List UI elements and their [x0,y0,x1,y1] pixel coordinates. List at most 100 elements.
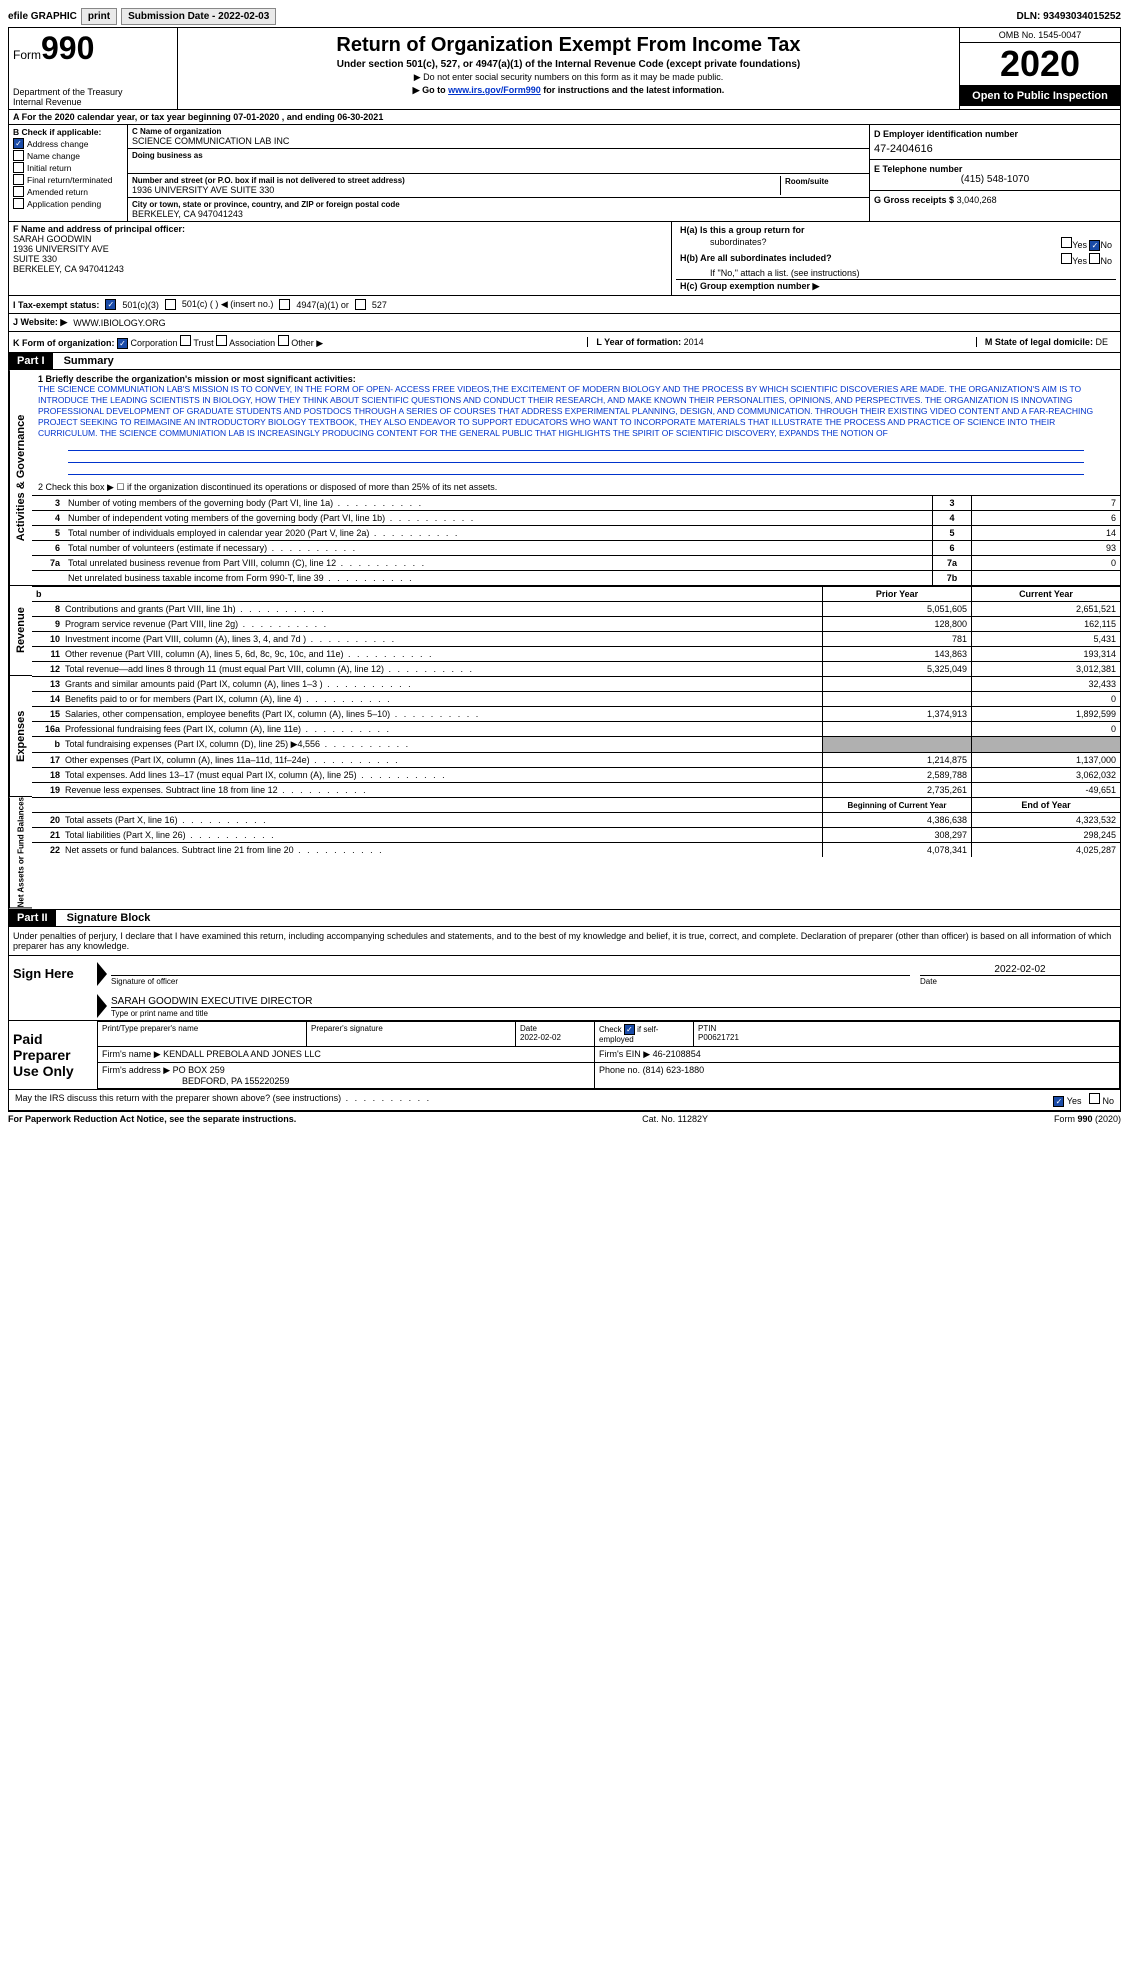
submission-date: Submission Date - 2022-02-03 [121,8,276,25]
officer-box: F Name and address of principal officer:… [9,222,671,295]
part2-header: Part II Signature Block [9,910,1120,927]
cb-amended[interactable]: Amended return [13,186,123,197]
cb-assoc[interactable] [216,335,227,346]
table-row: 13 Grants and similar amounts paid (Part… [32,677,1120,692]
table-row: 5Total number of individuals employed in… [32,526,1120,541]
sidebar-expenses: Expenses [9,676,32,797]
table-row: 11 Other revenue (Part VIII, column (A),… [32,647,1120,662]
table-row: 10 Investment income (Part VIII, column … [32,632,1120,647]
arrow-icon [97,962,107,986]
table-row: 14 Benefits paid to or for members (Part… [32,692,1120,707]
cb-501c[interactable] [165,299,176,310]
cb-application[interactable]: Application pending [13,198,123,209]
korg-row: K Form of organization: Corporation Trus… [9,332,1120,353]
form-subtitle: Under section 501(c), 527, or 4947(a)(1)… [182,59,955,70]
discuss-no[interactable] [1089,1093,1100,1104]
type-name-field: Type or print name and title [111,1007,1120,1018]
arrow-icon [97,994,107,1018]
form-body: Form990 Department of the Treasury Inter… [8,27,1121,1111]
paid-preparer-row: Paid Preparer Use Only Print/Type prepar… [9,1020,1120,1089]
cb-other[interactable] [278,335,289,346]
discuss-yes[interactable] [1053,1096,1064,1107]
table-row: 3Number of voting members of the governi… [32,496,1120,511]
sig-date-field: Date [920,975,1120,986]
table-row: 17 Other expenses (Part IX, column (A), … [32,753,1120,768]
table-row: 4Number of independent voting members of… [32,511,1120,526]
efile-label: efile GRAPHIC [8,11,77,22]
form-number-box: Form990 Department of the Treasury Inter… [9,28,178,109]
website-value: WWW.IBIOLOGY.ORG [73,318,165,328]
cb-527[interactable] [355,299,366,310]
ein: 47-2404616 [874,143,1116,155]
table-row: 19 Revenue less expenses. Subtract line … [32,783,1120,798]
cb-address-change[interactable]: Address change [13,138,123,149]
sidebar-governance: Activities & Governance [9,370,32,585]
cb-final-return[interactable]: Final return/terminated [13,174,123,185]
section-de: D Employer identification number 47-2404… [869,125,1120,221]
hb-no[interactable] [1089,253,1100,264]
sig-officer-field: Signature of officer [111,975,910,986]
website-row: J Website: ▶ WWW.IBIOLOGY.ORG [9,314,1120,332]
table-row: 8 Contributions and grants (Part VIII, l… [32,602,1120,617]
cb-initial-return[interactable]: Initial return [13,162,123,173]
table-row: 6Total number of volunteers (estimate if… [32,541,1120,556]
table-row: 7aTotal unrelated business revenue from … [32,556,1120,571]
table-row: 12 Total revenue—add lines 8 through 11 … [32,662,1120,677]
note2: ▶ Go to www.irs.gov/Form990 for instruct… [182,85,955,96]
sidebar-netassets: Net Assets or Fund Balances [9,797,32,908]
section-h: H(a) Is this a group return for subordin… [671,222,1120,295]
cb-name-change[interactable]: Name change [13,150,123,161]
year-box: OMB No. 1545-0047 2020 Open to Public In… [960,28,1120,109]
section-c: C Name of organization SCIENCE COMMUNICA… [128,125,869,221]
discuss-row: May the IRS discuss this return with the… [9,1089,1120,1110]
sign-here-row: Sign Here Signature of officer 2022-02-0… [9,955,1120,1020]
declaration: Under penalties of perjury, I declare th… [9,927,1120,955]
org-name: SCIENCE COMMUNICATION LAB INC [132,136,865,146]
expenses-table: 13 Grants and similar amounts paid (Part… [32,676,1120,797]
form-title: Return of Organization Exempt From Incom… [182,34,955,57]
omb-label: OMB No. 1545-0047 [960,28,1120,43]
ha-yes[interactable] [1061,237,1072,248]
open-public: Open to Public Inspection [960,86,1120,106]
table-row: 21 Total liabilities (Part X, line 26)30… [32,828,1120,843]
irs-link[interactable]: www.irs.gov/Form990 [448,85,541,95]
sidebar-revenue: Revenue [9,586,32,676]
ha-no[interactable] [1089,240,1100,251]
q2: 2 Check this box ▶ ☐ if the organization… [32,480,1120,495]
cb-self-employed[interactable] [624,1024,635,1035]
cb-corp[interactable] [117,338,128,349]
part1-header: Part I Summary [9,353,1120,370]
table-row: Net unrelated business taxable income fr… [32,571,1120,586]
mission-text: THE SCIENCE COMMUNIATION LAB'S MISSION I… [38,384,1114,439]
hb-yes[interactable] [1061,253,1072,264]
table-row: 18 Total expenses. Add lines 13–17 (must… [32,768,1120,783]
netassets-table: Beginning of Current YearEnd of Year 20 … [32,797,1120,857]
cb-trust[interactable] [180,335,191,346]
dept-label: Department of the Treasury Internal Reve… [13,87,173,107]
table-row: 22 Net assets or fund balances. Subtract… [32,843,1120,858]
org-city: BERKELEY, CA 947041243 [132,209,865,219]
table-row: 20 Total assets (Part X, line 16)4,386,6… [32,813,1120,828]
note1: ▶ Do not enter social security numbers o… [182,72,955,83]
table-row: b Total fundraising expenses (Part IX, c… [32,737,1120,753]
cb-4947[interactable] [279,299,290,310]
tax-status-row: I Tax-exempt status: 501(c)(3) 501(c) ( … [9,296,1120,314]
table-row: 16a Professional fundraising fees (Part … [32,722,1120,737]
governance-table: 3Number of voting members of the governi… [32,495,1120,585]
cb-501c3[interactable] [105,299,116,310]
period-row: A For the 2020 calendar year, or tax yea… [9,110,1120,125]
revenue-table: bPrior YearCurrent Year 8 Contributions … [32,586,1120,676]
table-row: 9 Program service revenue (Part VIII, li… [32,617,1120,632]
table-row: 15 Salaries, other compensation, employe… [32,707,1120,722]
phone: (415) 548-1070 [874,174,1116,185]
top-bar: efile GRAPHIC print Submission Date - 20… [8,8,1121,25]
form-title-box: Return of Organization Exempt From Incom… [178,28,960,109]
section-b: B Check if applicable: Address change Na… [9,125,128,221]
mission-box: 1 Briefly describe the organization's mi… [32,370,1120,480]
print-button[interactable]: print [81,8,117,25]
tax-year: 2020 [960,43,1120,86]
gross-receipts: 3,040,268 [957,195,997,205]
dln-label: DLN: 93493034015252 [1016,11,1121,22]
org-address: 1936 UNIVERSITY AVE SUITE 330 [132,185,780,195]
footer: For Paperwork Reduction Act Notice, see … [8,1111,1121,1126]
